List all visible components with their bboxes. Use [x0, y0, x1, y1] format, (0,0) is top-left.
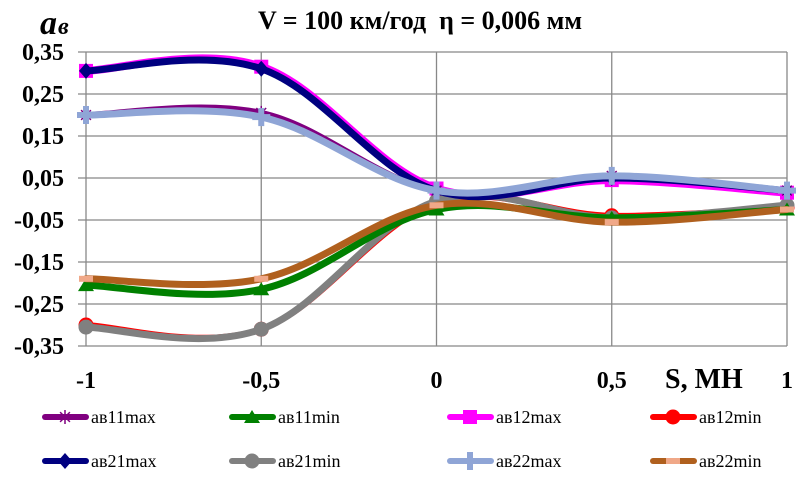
x-axis-label: S, МН	[665, 364, 743, 395]
data-point	[79, 62, 93, 79]
y-tick-label: 0,05	[22, 166, 64, 192]
data-point	[602, 166, 621, 185]
legend-marker	[58, 410, 72, 424]
x-tick-label: 0,5	[597, 368, 627, 394]
legend-item: ав21min	[229, 451, 341, 471]
data-point	[253, 321, 269, 337]
legend-label: ав12min	[699, 407, 762, 427]
legend-item: ав21max	[42, 451, 156, 471]
y-tick-label: -0,15	[14, 250, 64, 276]
data-point	[428, 202, 445, 216]
data-point	[778, 181, 796, 200]
legend-marker	[461, 452, 479, 470]
data-point	[253, 282, 270, 296]
legend-item: ав11max	[42, 407, 156, 427]
legend-marker	[665, 409, 681, 425]
x-axis-ticks: -1 -0,5 0 0,5 1	[76, 368, 793, 394]
x-tick-label: 1	[781, 368, 793, 394]
legend-label: ав21max	[91, 451, 156, 471]
series-layer	[77, 54, 796, 343]
legend-item: ав22min	[650, 451, 762, 471]
x-tick-label: -1	[76, 368, 96, 394]
data-point	[427, 181, 446, 200]
legend-marker	[463, 410, 477, 424]
y-tick-label: 0,25	[22, 82, 64, 108]
legend-label: ав21min	[278, 451, 341, 471]
legend-item: ав11min	[229, 407, 340, 427]
x-tick-label: -0,5	[242, 368, 280, 394]
data-point	[604, 219, 619, 226]
x-tick-label: 0	[431, 368, 443, 394]
legend-label: ав22max	[496, 451, 561, 471]
y-tick-label: -0,25	[14, 292, 64, 318]
legend-label: ав22min	[699, 451, 762, 471]
data-point	[254, 275, 269, 282]
data-point	[79, 275, 93, 282]
y-axis-label: aв	[40, 5, 69, 42]
y-axis-ticks: 0,35 0,25 0,15 0,05 -0,05 -0,15 -0,25 -0,35	[14, 40, 64, 360]
y-tick-label: 0,35	[22, 40, 64, 66]
legend-marker	[58, 453, 72, 469]
legend-label: ав11max	[91, 407, 156, 427]
legend-item: ав12min	[650, 407, 762, 427]
data-point	[429, 202, 444, 209]
data-point	[780, 206, 794, 213]
y-axis-label-sub: в	[58, 14, 69, 40]
data-point	[77, 106, 95, 124]
data-point	[254, 60, 269, 77]
y-axis-label-main: a	[40, 5, 57, 42]
data-point	[78, 319, 94, 335]
legend-item: ав22max	[447, 451, 561, 471]
y-tick-label: -0,05	[14, 208, 64, 234]
legend-marker	[244, 453, 260, 469]
y-tick-label: 0,15	[22, 124, 64, 150]
y-tick-label: -0,35	[14, 334, 64, 360]
data-point	[78, 278, 94, 292]
legend-marker	[244, 410, 260, 423]
series-ав22max	[77, 106, 796, 200]
legend-label: ав11min	[278, 407, 340, 427]
legend-marker	[666, 458, 680, 464]
legend-item: ав12max	[447, 407, 561, 427]
legend: ав11max ав11min ав12max ав12min ав21max ав21m…	[42, 407, 762, 471]
legend-label: ав12max	[496, 407, 561, 427]
chart-title: V = 100 км/год η = 0,006 мм	[258, 6, 582, 35]
series-ав22min	[79, 199, 794, 289]
data-point	[252, 108, 271, 127]
